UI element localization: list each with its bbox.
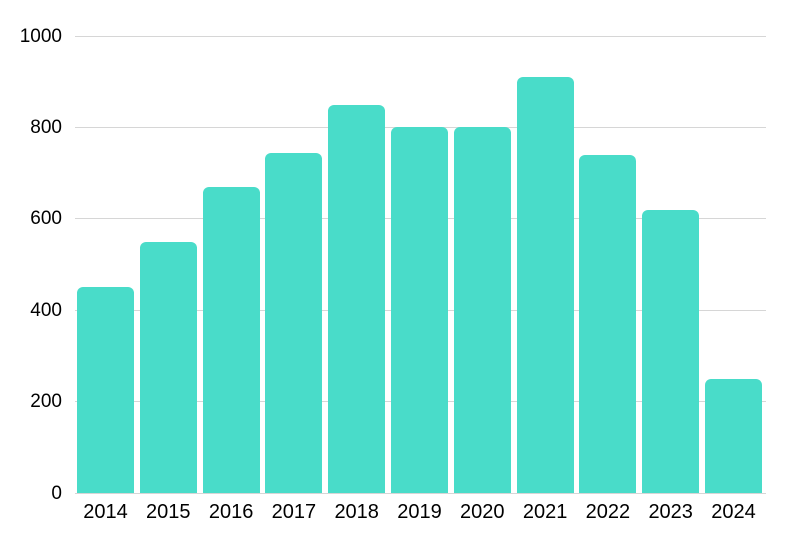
x-tick-label-2024: 2024 bbox=[711, 501, 756, 523]
y-tick-label-400: 400 bbox=[30, 299, 62, 321]
y-tick-label-600: 600 bbox=[30, 208, 62, 230]
bar-2015[interactable] bbox=[139, 241, 197, 493]
y-tick-label-800: 800 bbox=[30, 116, 62, 138]
y-tick-label-200: 200 bbox=[30, 391, 62, 413]
bar-2023[interactable] bbox=[642, 209, 700, 493]
gridline-1000 bbox=[75, 35, 766, 37]
x-tick-label-2014: 2014 bbox=[83, 501, 128, 523]
bar-2018[interactable] bbox=[328, 104, 386, 493]
bar-2017[interactable] bbox=[265, 152, 323, 493]
x-tick-label-2021: 2021 bbox=[522, 501, 568, 523]
y-tick-label-0: 0 bbox=[51, 482, 62, 504]
bar-2022[interactable] bbox=[579, 154, 637, 493]
bar-2014[interactable] bbox=[77, 287, 134, 493]
x-tick-label-2017: 2017 bbox=[271, 501, 317, 523]
bar-2021[interactable] bbox=[516, 77, 574, 493]
bar-2016[interactable] bbox=[202, 186, 260, 493]
bar-2024[interactable] bbox=[705, 378, 762, 493]
gridline-0 bbox=[75, 492, 766, 494]
x-tick-label-2020: 2020 bbox=[460, 501, 505, 523]
x-tick-label-2023: 2023 bbox=[648, 501, 693, 523]
x-tick-label-2015: 2015 bbox=[146, 501, 191, 523]
x-tick-label-2016: 2016 bbox=[208, 501, 254, 523]
x-tick-label-2022: 2022 bbox=[585, 501, 631, 523]
x-tick-label-2019: 2019 bbox=[397, 501, 442, 523]
bar-2019[interactable] bbox=[391, 127, 448, 493]
x-tick-label-2018: 2018 bbox=[334, 501, 379, 523]
bar-2020[interactable] bbox=[453, 127, 511, 493]
y-tick-label-1000: 1000 bbox=[19, 25, 62, 47]
